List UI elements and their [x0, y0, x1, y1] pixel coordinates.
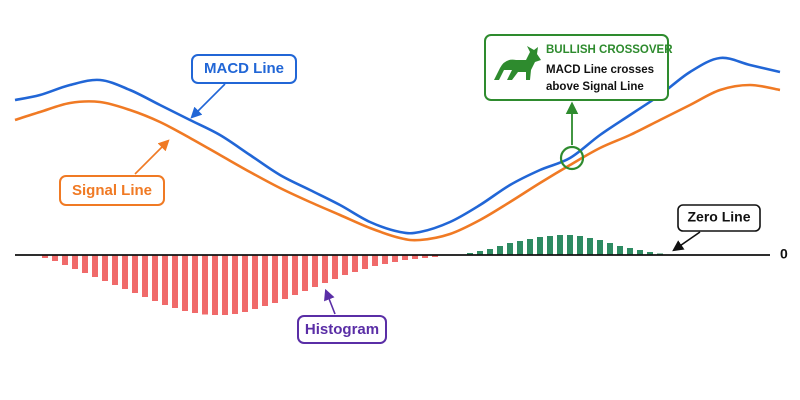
histogram-bar: [507, 243, 513, 255]
histogram-bar: [122, 255, 128, 289]
histogram-bar: [647, 252, 653, 255]
crossover-circle: [559, 145, 585, 171]
histogram-bar: [42, 255, 48, 258]
histogram-bar: [557, 235, 563, 255]
histogram-bar: [617, 246, 623, 255]
histogram-bar: [467, 253, 473, 255]
histogram-bar: [312, 255, 318, 287]
histogram-bar: [212, 255, 218, 315]
histogram-bar: [477, 251, 483, 255]
arrow: [134, 139, 170, 175]
label-box: [297, 315, 387, 344]
histogram-bar: [342, 255, 348, 275]
histogram-bar: [537, 237, 543, 255]
arrow: [324, 288, 336, 315]
histogram-bar: [587, 238, 593, 255]
histogram-bar: [112, 255, 118, 285]
histogram-bar: [302, 255, 308, 291]
histogram-bar: [607, 243, 613, 255]
histogram-bar: [62, 255, 68, 265]
histogram-bar: [332, 255, 338, 279]
bull-icon: [494, 46, 541, 80]
signal-label: Signal Line: [72, 182, 152, 199]
histogram-bar: [627, 248, 633, 255]
histogram-bar: [92, 255, 98, 277]
histogram-bar: [362, 255, 368, 269]
histogram-bar: [82, 255, 88, 273]
histogram-bar: [597, 240, 603, 255]
histogram-bar: [252, 255, 258, 309]
histogram-bar: [432, 255, 438, 257]
histogram-bar: [182, 255, 188, 311]
histogram-bar: [162, 255, 168, 305]
histogram-bar: [392, 255, 398, 262]
arrow: [190, 83, 226, 119]
histogram-bar: [222, 255, 228, 315]
callout-title: BULLISH CROSSOVER: [546, 44, 673, 56]
histogram-bar: [352, 255, 358, 272]
histogram-bar: [242, 255, 248, 312]
histogram-bar: [567, 235, 573, 255]
callout-text: MACD Line crosses: [546, 64, 654, 76]
histogram-bar: [52, 255, 58, 261]
histogram-bar: [192, 255, 198, 313]
macd-label: MACD Line: [204, 60, 284, 77]
arrow: [672, 231, 701, 252]
histogram-bar: [372, 255, 378, 266]
histogram-label: Histogram: [305, 321, 379, 338]
histogram-bar: [487, 249, 493, 255]
series-line: [14, 56, 781, 235]
histogram-bar: [142, 255, 148, 297]
label-box: [677, 204, 761, 232]
histogram-bar: [527, 239, 533, 255]
histogram-bar: [272, 255, 278, 303]
histogram-bar: [322, 255, 328, 283]
histogram-bar: [282, 255, 288, 299]
histogram-bar: [637, 250, 643, 255]
plot: 0: [14, 56, 788, 315]
histogram-bar: [412, 255, 418, 259]
histogram-bar: [402, 255, 408, 260]
histogram-bar: [382, 255, 388, 264]
histogram-bar: [497, 246, 503, 255]
histogram-bar: [577, 236, 583, 255]
series-line: [14, 83, 781, 242]
histogram-bar: [172, 255, 178, 308]
histogram-bar: [292, 255, 298, 295]
histogram-bar: [202, 255, 208, 315]
label-box: [59, 175, 165, 206]
histogram-bar: [232, 255, 238, 314]
label-box: [191, 54, 297, 84]
zero-line-label: Zero Line: [687, 209, 750, 225]
histogram-bar: [72, 255, 78, 269]
histogram-bar: [132, 255, 138, 293]
histogram-bar: [262, 255, 268, 306]
histogram-bar: [152, 255, 158, 301]
histogram-bar: [547, 236, 553, 255]
callout-text: above Signal Line: [546, 81, 644, 93]
y-tick-label: 0: [780, 246, 788, 262]
histogram-bar: [517, 241, 523, 255]
histogram-bar: [102, 255, 108, 281]
histogram-bar: [422, 255, 428, 258]
